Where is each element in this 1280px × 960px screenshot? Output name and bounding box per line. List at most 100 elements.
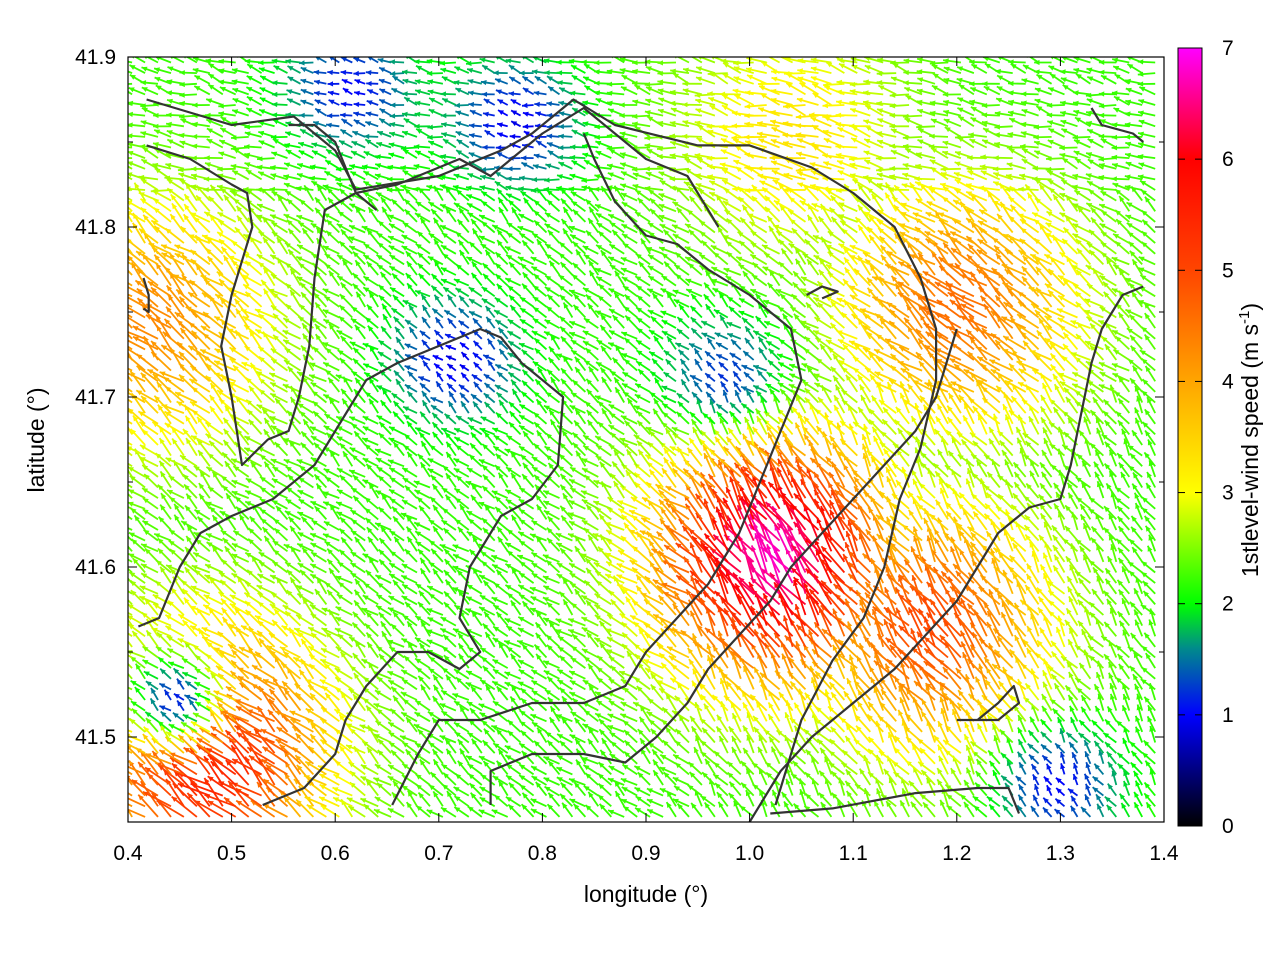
wind-arrow <box>634 786 651 797</box>
wind-arrow <box>443 590 457 606</box>
wind-arrow <box>408 326 418 340</box>
wind-arrow <box>494 363 509 372</box>
wind-arrow <box>714 332 729 340</box>
wind-arrow <box>373 777 392 786</box>
wind-arrow <box>440 806 457 818</box>
wind-arrow <box>1040 731 1053 744</box>
wind-arrow <box>453 721 470 733</box>
wind-arrow <box>365 779 379 797</box>
wind-arrow <box>390 198 405 212</box>
wind-arrow <box>286 589 302 606</box>
wind-arrow <box>494 384 509 393</box>
wind-arrow <box>1098 749 1105 765</box>
wind-arrow <box>188 378 211 393</box>
wind-arrow <box>128 527 133 531</box>
wind-arrow <box>400 669 418 680</box>
wind-arrow <box>183 746 211 765</box>
wind-arrow <box>634 211 651 223</box>
wind-arrow <box>128 339 146 351</box>
wind-arrow <box>1083 773 1092 786</box>
wind-arrow <box>785 778 794 796</box>
wind-arrow <box>1103 621 1117 637</box>
wind-arrow <box>1132 365 1143 382</box>
wind-arrow <box>263 461 276 478</box>
wind-arrow <box>636 327 651 340</box>
wind-arrow <box>160 244 185 255</box>
wind-arrow <box>584 804 599 818</box>
wind-arrow <box>406 390 418 404</box>
wind-arrow <box>453 487 470 499</box>
wind-arrow <box>394 185 405 202</box>
wind-arrow <box>1134 780 1144 796</box>
wind-arrow <box>245 730 275 744</box>
wind-arrow <box>768 736 781 754</box>
wind-arrow <box>364 316 379 329</box>
wind-arrow <box>517 616 535 627</box>
wind-arrow <box>946 804 962 818</box>
wind-arrow <box>133 182 146 202</box>
wind-arrow <box>218 151 236 159</box>
wind-arrow <box>1068 741 1079 754</box>
wind-arrow <box>518 539 535 553</box>
wind-arrow <box>533 273 548 287</box>
wind-arrow <box>623 337 638 351</box>
wind-arrow <box>416 496 431 510</box>
wind-arrow <box>742 747 755 765</box>
wind-arrow <box>1141 496 1156 510</box>
wind-arrow <box>209 710 224 733</box>
wind-arrow <box>731 360 742 372</box>
wind-arrow <box>455 415 470 425</box>
wind-arrow <box>466 202 483 213</box>
wind-arrow <box>1060 179 1078 191</box>
wind-arrow <box>507 371 522 383</box>
wind-arrow <box>194 799 224 818</box>
wind-arrow <box>159 724 172 743</box>
wind-arrow <box>417 792 431 807</box>
wind-arrow <box>778 338 794 351</box>
wind-arrow <box>810 448 832 467</box>
wind-arrow <box>494 495 509 510</box>
wind-arrow <box>480 773 496 786</box>
wind-arrow <box>949 357 975 372</box>
wind-arrow <box>829 738 846 754</box>
wind-arrow <box>584 772 599 786</box>
wind-arrow <box>131 630 146 648</box>
wind-arrow <box>745 789 755 807</box>
wind-arrow <box>494 262 509 276</box>
wind-arrow <box>128 745 146 765</box>
wind-arrow <box>349 170 366 181</box>
wind-arrow <box>388 265 405 276</box>
wind-arrow <box>360 764 379 776</box>
wind-arrow <box>700 795 716 808</box>
wind-arrow <box>992 769 1001 786</box>
wind-arrow <box>482 474 496 489</box>
wind-arrow <box>453 806 470 818</box>
wind-arrow <box>137 794 159 818</box>
wind-arrow <box>404 383 418 393</box>
wind-arrow <box>560 782 574 797</box>
wind-arrow <box>857 255 872 276</box>
wind-arrow <box>223 796 250 818</box>
wind-arrow <box>1129 741 1143 754</box>
wind-arrow <box>141 487 159 499</box>
wind-arrow <box>306 804 327 818</box>
wind-arrow <box>543 776 560 786</box>
wind-arrow <box>623 739 638 754</box>
wind-arrow <box>585 229 599 244</box>
wind-arrow <box>521 379 535 393</box>
wind-arrow <box>430 396 444 404</box>
wind-arrow <box>958 394 975 414</box>
wind-arrow <box>595 699 612 712</box>
wind-arrow <box>480 415 496 425</box>
wind-arrow <box>389 708 405 722</box>
wind-arrow <box>693 347 703 361</box>
wind-arrow <box>137 410 159 425</box>
wind-arrow <box>635 339 651 351</box>
wind-arrow <box>312 346 328 361</box>
wind-arrow <box>479 796 496 808</box>
wind-arrow <box>661 394 677 404</box>
wind-arrow <box>446 382 457 393</box>
wind-arrow <box>492 775 509 786</box>
wind-arrow <box>883 768 897 786</box>
wind-arrow <box>404 548 418 563</box>
